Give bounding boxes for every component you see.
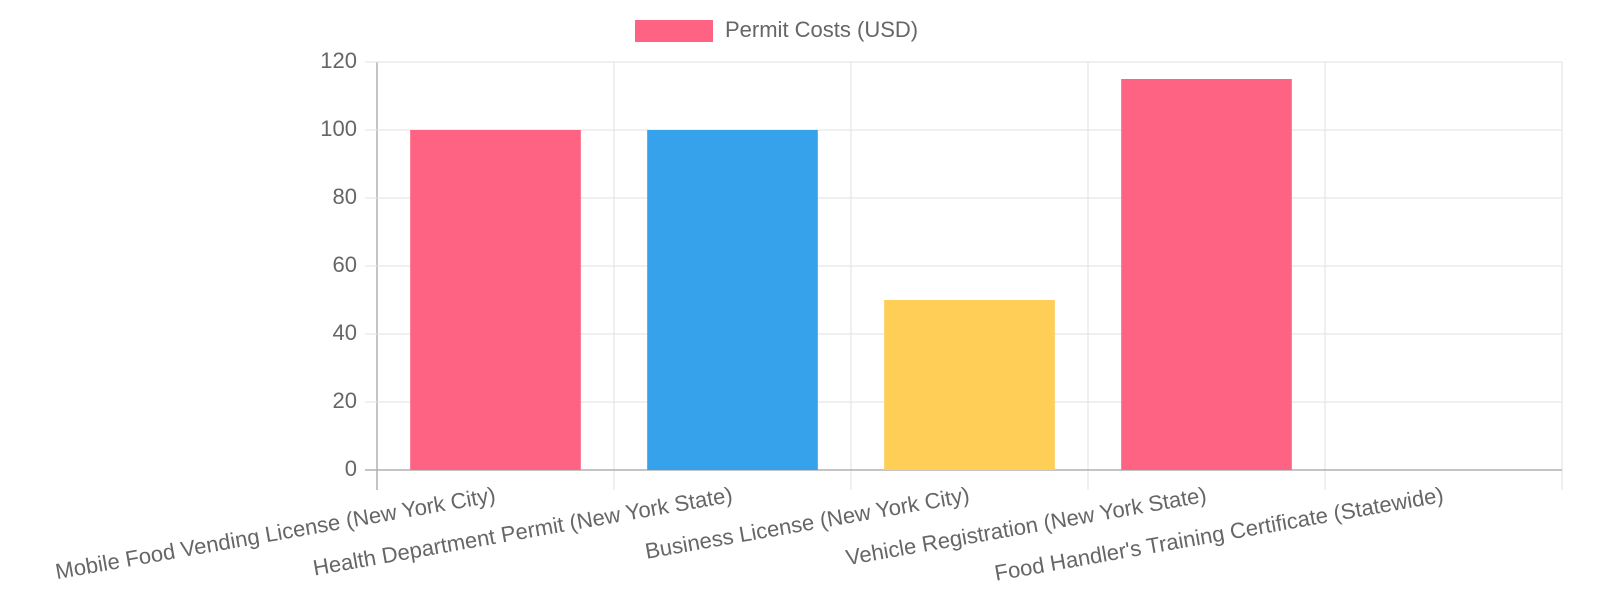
y-tick-label: 80 (333, 184, 357, 209)
x-tick-label: Mobile Food Vending License (New York Ci… (53, 482, 497, 584)
bar (1121, 79, 1292, 470)
y-tick-label: 60 (333, 252, 357, 277)
y-tick-label: 120 (320, 48, 357, 73)
legend-label: Permit Costs (USD) (725, 17, 918, 42)
y-tick-label: 0 (345, 456, 357, 481)
legend-swatch (635, 20, 713, 42)
y-tick-label: 100 (320, 116, 357, 141)
y-tick-label: 20 (333, 388, 357, 413)
bar (647, 130, 818, 470)
x-tick-label: Health Department Permit (New York State… (311, 482, 734, 581)
y-tick-label: 40 (333, 320, 357, 345)
bar (410, 130, 581, 470)
legend: Permit Costs (USD) (635, 17, 918, 42)
x-tick-label: Food Handler's Training Certificate (Sta… (993, 482, 1446, 586)
bar (884, 300, 1055, 470)
